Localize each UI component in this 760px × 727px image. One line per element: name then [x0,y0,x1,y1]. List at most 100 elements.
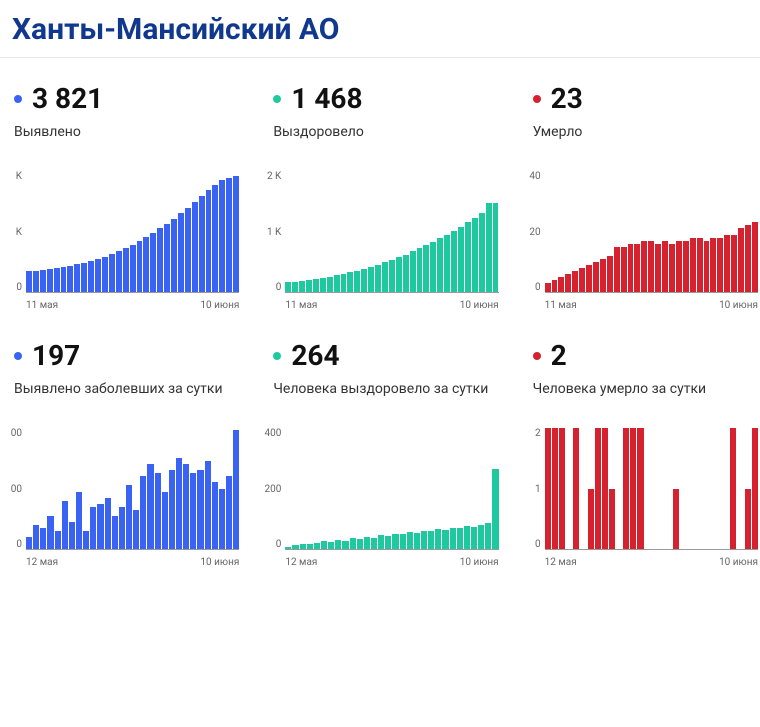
stat-header: 2 [521,339,758,372]
bar [586,265,592,292]
bar [614,247,620,292]
bar [745,489,751,550]
bar [155,473,161,549]
stat-dot-icon [533,95,541,103]
y-tick: 0 [521,282,541,293]
bar [226,476,232,549]
bar [730,428,736,549]
bar [334,275,340,292]
bar [90,507,96,549]
y-tick: 40 [521,171,541,182]
stat-card: 264Человека выздоровело за сутки40020001… [261,339,498,568]
stat-dot-icon [273,352,281,360]
bar [299,281,305,292]
y-tick: 00 [2,428,22,439]
bar [623,428,629,549]
bar [55,531,61,549]
bars-container [26,428,239,550]
bar [573,428,579,549]
bar [190,473,196,549]
bar [389,260,395,292]
y-tick: 2 [521,428,541,439]
stat-label: Человека выздоровело за сутки [261,380,498,418]
bar [226,178,232,292]
y-tick: 200 [261,484,281,495]
bar [396,257,402,292]
bar [630,428,636,549]
x-tick: 10 июня [719,300,758,311]
stat-dot-icon [14,95,22,103]
y-tick: 0 [2,282,22,293]
bar [157,228,163,292]
bar [407,532,413,549]
bar [752,222,758,292]
bar [731,235,737,292]
y-axis-labels: KK0 [2,171,22,293]
bar [579,268,585,292]
bar [233,430,239,549]
bar [676,241,682,292]
page-title: Ханты-Мансийский АО [0,12,760,58]
bar [307,544,313,549]
bar [327,277,333,292]
y-tick: 0 [2,539,22,550]
bar [116,251,122,292]
stat-label: Выявлено [2,123,239,161]
bar [669,244,675,292]
stat-value: 197 [32,339,80,372]
bar [457,528,463,549]
bar [126,485,132,549]
bar [400,534,406,549]
bar [444,235,450,292]
stats-grid: 3 821ВыявленоKK011 мая10 июня1 468Выздор… [0,82,760,568]
stat-dot-icon [273,95,281,103]
bar [26,537,32,549]
bar [752,428,758,549]
bar [690,238,696,292]
bar [641,241,647,292]
x-tick: 11 мая [285,300,317,311]
bar [478,525,484,549]
bar [464,526,470,549]
bar [662,241,668,292]
bar [69,522,75,549]
bar [717,238,723,292]
bar [559,428,565,549]
bar [471,527,477,549]
bar [206,190,212,292]
bar [545,428,551,549]
bar [197,470,203,549]
bar [199,196,205,292]
x-tick: 10 июня [460,300,499,311]
y-tick: 1 [521,484,541,495]
bars-container [285,171,498,293]
bar [545,283,551,292]
bar [133,510,139,549]
stat-value: 3 821 [32,82,103,115]
bar [342,541,348,549]
bars-container [545,428,758,550]
bar [552,428,558,549]
bar [292,545,298,549]
bar [492,469,498,549]
bar [205,461,211,549]
bar [350,538,356,549]
bar [437,238,443,292]
x-tick: 10 июня [719,557,758,568]
bar [47,269,53,292]
bar [724,235,730,292]
bar [451,231,457,292]
bar [306,280,312,292]
bar [335,540,341,549]
y-tick: 0 [261,282,281,293]
y-axis-labels: 40200 [521,171,541,293]
bar [465,222,471,292]
y-tick: 0 [261,539,281,550]
bar [140,476,146,549]
stat-label: Выздоровело [261,123,498,161]
bar [105,498,111,549]
y-tick: K [2,171,22,182]
bar [378,535,384,549]
bar [169,470,175,549]
bar [472,218,478,292]
